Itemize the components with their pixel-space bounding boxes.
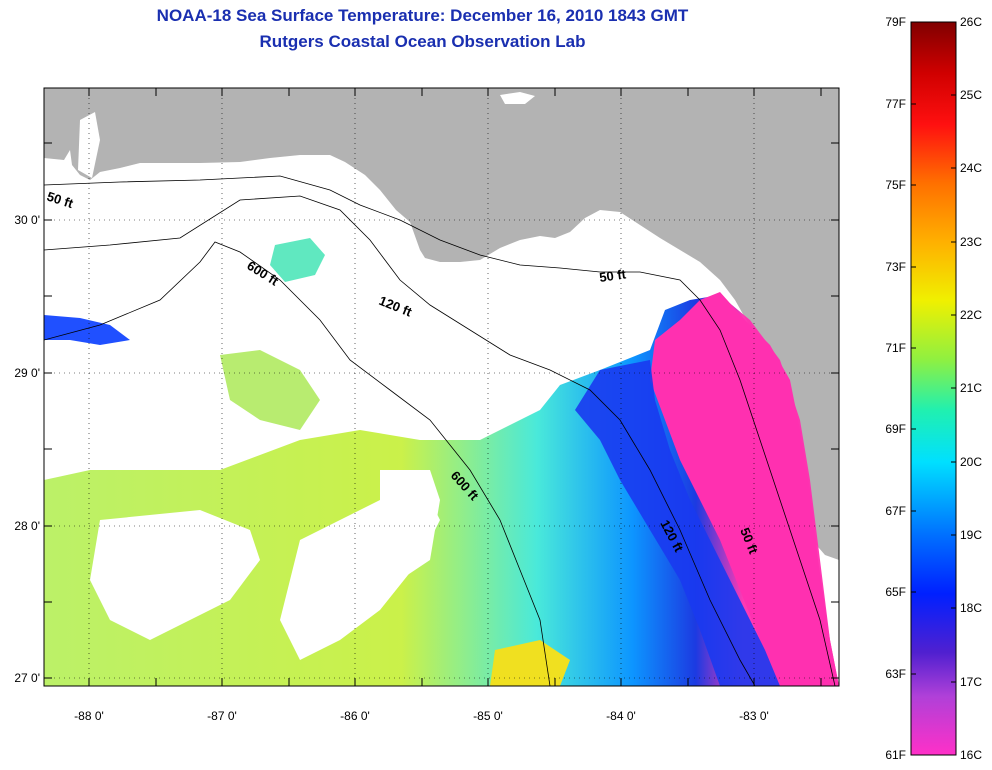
lat-label: 27 0'	[14, 671, 40, 685]
sst-patch-north	[270, 238, 325, 282]
colorbar-f-label: 67F	[885, 504, 906, 518]
colorbar-c-label: 22C	[960, 308, 982, 322]
colorbar-f-label: 63F	[885, 667, 906, 681]
cloud-gap-1	[90, 510, 260, 640]
colorbar-c-label: 18C	[960, 601, 982, 615]
colorbar-c-label: 26C	[960, 15, 982, 29]
colorbar-f-label: 69F	[885, 422, 906, 436]
colorbar-c-label: 21C	[960, 381, 982, 395]
sst-patch-nw	[44, 315, 130, 345]
colorbar-f-label: 77F	[885, 97, 906, 111]
colorbar-c-label: 23C	[960, 235, 982, 249]
colorbar-c-label: 25C	[960, 88, 982, 102]
colorbar-f-label: 79F	[885, 15, 906, 29]
lon-label: -85 0'	[473, 709, 503, 723]
sst-patch-warm	[490, 640, 570, 686]
lon-label: -84 0'	[606, 709, 636, 723]
lon-label: -83 0'	[739, 709, 769, 723]
cloud-gap-3	[380, 470, 440, 580]
colorbar-c-label: 19C	[960, 528, 982, 542]
contour-600ft	[44, 241, 551, 686]
lon-label: -87 0'	[207, 709, 237, 723]
bay-white	[78, 112, 100, 178]
lon-label: -88 0'	[74, 709, 104, 723]
map-border	[43, 87, 840, 687]
land-mass	[44, 88, 839, 560]
lon-label: -86 0'	[340, 709, 370, 723]
lat-label: 30 0'	[14, 213, 40, 227]
contour-50ft	[44, 175, 836, 686]
colorbar-f-label: 71F	[885, 341, 906, 355]
colorbar-c-label: 17C	[960, 675, 982, 689]
colorbar	[910, 21, 957, 756]
lake-white	[500, 92, 535, 104]
colorbar-c-label: 24C	[960, 161, 982, 175]
lat-label: 29 0'	[14, 366, 40, 380]
axis-ticks	[44, 88, 839, 686]
colorbar-f-label: 75F	[885, 178, 906, 192]
colorbar-c-label: 20C	[960, 455, 982, 469]
sst-field-east-cold	[650, 292, 839, 686]
colorbar-f-label: 61F	[885, 748, 906, 762]
colorbar-f-label: 65F	[885, 585, 906, 599]
lat-label: 28 0'	[14, 519, 40, 533]
sst-patch-west	[220, 350, 320, 430]
contour-120ft	[44, 195, 756, 686]
contour-label-50ft: 50 ft	[598, 266, 627, 285]
colorbar-f-label: 73F	[885, 260, 906, 274]
colorbar-c-label: 16C	[960, 748, 982, 762]
colorbar-ticks	[911, 21, 956, 683]
sst-band-blue	[575, 360, 780, 686]
map-subtitle: Rutgers Coastal Ocean Observation Lab	[259, 32, 586, 51]
map-title: NOAA-18 Sea Surface Temperature: Decembe…	[156, 6, 689, 25]
